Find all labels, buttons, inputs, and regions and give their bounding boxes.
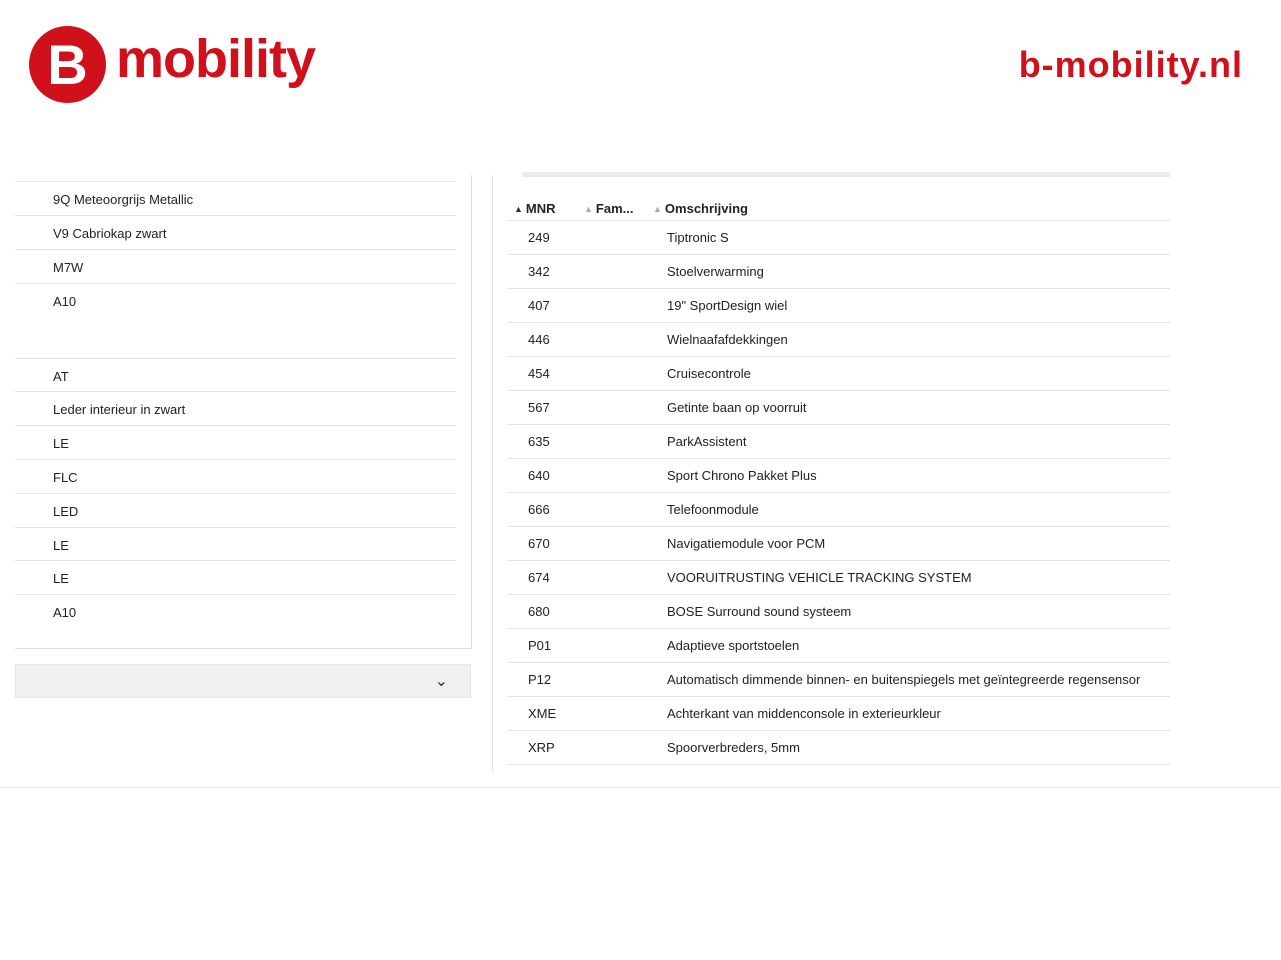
list-item: A10 (15, 594, 456, 620)
column-label: Omschrijving (664, 201, 748, 216)
table-row[interactable]: 407 19" SportDesign wiel (508, 289, 1170, 323)
list-item: LE (15, 560, 456, 586)
cell-mnr: XRP (528, 740, 555, 755)
divider (492, 175, 493, 772)
brand-logo: B mobility (29, 26, 316, 103)
sort-icon: ▲ (653, 203, 662, 214)
cell-description: BOSE Surround sound systeem (667, 604, 852, 619)
sort-icon: ▲ (514, 203, 523, 214)
cell-mnr: 249 (528, 230, 550, 245)
table-row[interactable]: 670 Navigatiemodule voor PCM (508, 527, 1170, 561)
table-row[interactable]: 680 BOSE Surround sound systeem (508, 595, 1170, 629)
table-row[interactable]: 446 Wielnaafafdekkingen (508, 323, 1170, 357)
table-row[interactable]: 640 Sport Chrono Pakket Plus (508, 459, 1170, 493)
table-row[interactable]: 567 Getinte baan op voorruit (508, 391, 1170, 425)
column-label: Fam... (595, 201, 634, 216)
site-url: b-mobility.nl (1018, 44, 1243, 85)
cell-mnr: 670 (528, 536, 550, 551)
list-item: V9 Cabriokap zwart (15, 215, 456, 241)
cell-description: Achterkant van middenconsole in exterieu… (667, 706, 941, 721)
cell-mnr: 454 (528, 366, 550, 381)
list-item: LED (15, 493, 456, 519)
table-row[interactable]: 342 Stoelverwarming (508, 255, 1170, 289)
table-row[interactable]: 249 Tiptronic S (508, 221, 1170, 255)
table-row[interactable]: P12 Automatisch dimmende binnen- en buite… (508, 663, 1170, 697)
cell-description: VOORUITRUSTING VEHICLE TRACKING SYSTEM (667, 570, 972, 585)
cell-description: Telefoonmodule (667, 502, 759, 517)
cell-description: Tiptronic S (667, 230, 729, 245)
cell-description: Wielnaafafdekkingen (667, 332, 788, 347)
scrollbar[interactable] (522, 172, 1170, 177)
list-item: Leder interieur in zwart (15, 391, 456, 417)
cell-description: Navigatiemodule voor PCM (667, 536, 826, 551)
options-table: ▲ MNR ▲ Fam... ▲ Omschrijving 249 Tiptronic … (508, 196, 1170, 765)
list-item: LE (15, 527, 456, 553)
logo-circle: B (29, 26, 106, 103)
column-mnr[interactable]: ▲ MNR (514, 201, 556, 216)
cell-mnr: 635 (528, 434, 550, 449)
cell-description: Stoelverwarming (667, 264, 764, 279)
column-family[interactable]: ▲ Fam... (584, 201, 634, 216)
list-item: FLC (15, 459, 456, 485)
column-description[interactable]: ▲ Omschrijving (653, 201, 748, 216)
cell-mnr: 666 (528, 502, 550, 517)
cell-description: 19" SportDesign wiel (667, 298, 788, 313)
cell-description: Spoorverbreders, 5mm (667, 740, 800, 755)
table-row[interactable]: XRP Spoorverbreders, 5mm (508, 731, 1170, 765)
cell-mnr: XME (528, 706, 557, 721)
footer-divider (0, 787, 1281, 788)
list-item: LE (15, 425, 456, 451)
table-header: ▲ MNR ▲ Fam... ▲ Omschrijving (508, 196, 1170, 221)
cell-description: Automatisch dimmende binnen- en buitensp… (667, 672, 1141, 687)
column-label: MNR (525, 201, 556, 216)
cell-description: Sport Chrono Pakket Plus (667, 468, 817, 483)
cell-mnr: 674 (528, 570, 550, 585)
list-item: M7W (15, 249, 456, 275)
cell-mnr: 640 (528, 468, 550, 483)
cell-description: Adaptieve sportstoelen (667, 638, 800, 653)
table-row[interactable]: XME Achterkant van middenconsole in exter… (508, 697, 1170, 731)
table-row[interactable]: 635 ParkAssistent (508, 425, 1170, 459)
sort-icon: ▲ (584, 203, 593, 214)
chevron-down-icon: ⌄ (434, 673, 448, 690)
table-row[interactable]: 674 VOORUITRUSTING VEHICLE TRACKING SYSTE… (508, 561, 1170, 595)
table-row[interactable]: 666 Telefoonmodule (508, 493, 1170, 527)
list-item: A10 (15, 283, 456, 309)
logo-word: mobility (116, 28, 316, 89)
equipment-list: 9Q Meteoorgrijs Metallic V9 Cabriokap zwa… (15, 175, 472, 649)
table-row[interactable]: 454 Cruisecontrole (508, 357, 1170, 391)
list-item: 9Q Meteoorgrijs Metallic (15, 181, 456, 207)
cell-mnr: P12 (528, 672, 552, 687)
cell-description: Cruisecontrole (667, 366, 751, 381)
table-row[interactable]: P01 Adaptieve sportstoelen (508, 629, 1170, 663)
cell-mnr: P01 (528, 638, 552, 653)
cell-description: Getinte baan op voorruit (667, 400, 807, 415)
cell-mnr: 680 (528, 604, 550, 619)
cell-mnr: 342 (528, 264, 550, 279)
cell-mnr: 446 (528, 332, 550, 347)
list-item: AT (15, 358, 456, 384)
cell-mnr: 567 (528, 400, 550, 415)
dropdown-toggle[interactable]: ⌄ (15, 664, 471, 698)
cell-mnr: 407 (528, 298, 550, 313)
cell-description: ParkAssistent (667, 434, 747, 449)
